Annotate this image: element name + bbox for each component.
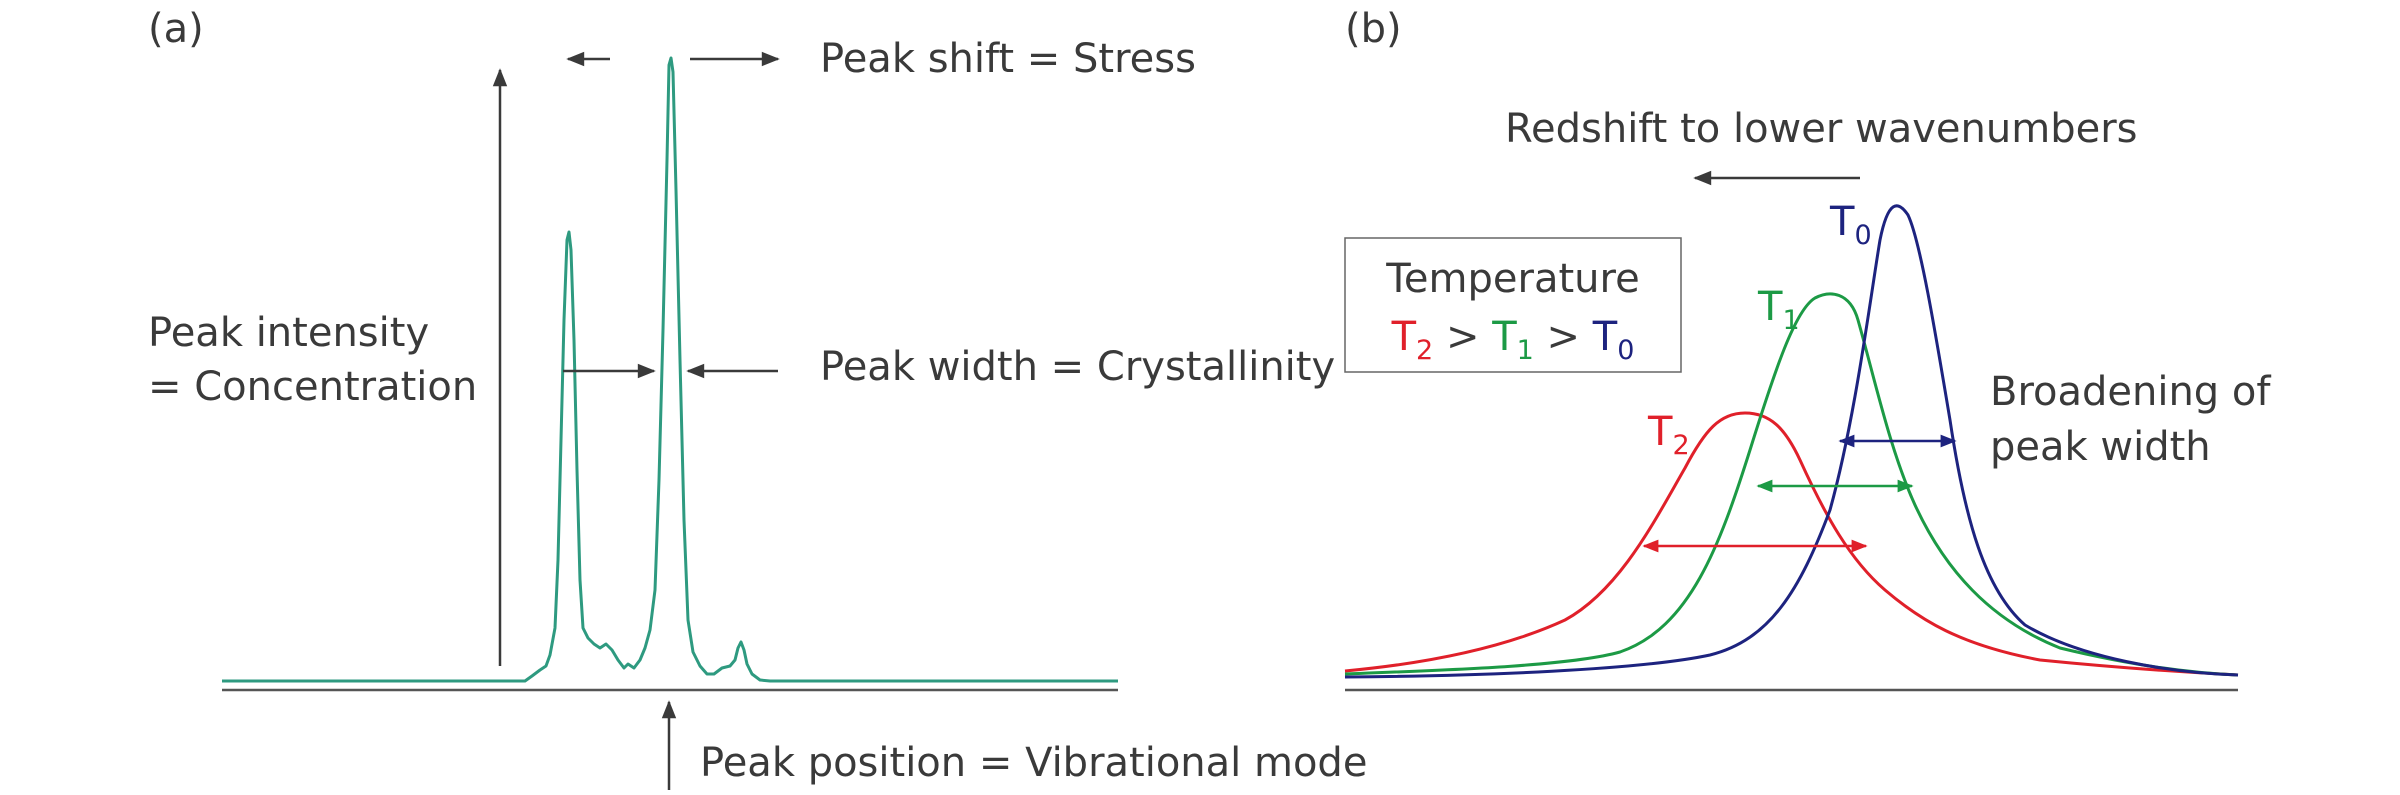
panel-a-spectrum	[222, 56, 1118, 683]
panel-b-tag: (b)	[1345, 6, 1402, 52]
legend-separator: >	[1534, 314, 1593, 360]
redshift-label: Redshift to lower wavenumbers	[1505, 106, 2137, 152]
legend-title: Temperature	[1385, 256, 1639, 302]
curve-t0	[1344, 204, 2239, 679]
legend-separator: >	[1433, 314, 1492, 360]
legend-term-base: T	[1391, 314, 1417, 360]
curve-t2	[1344, 411, 2239, 677]
legend-term-subscript: 1	[1517, 335, 1534, 366]
temperature-legend-box	[1344, 237, 1682, 373]
legend-term-base: T	[1592, 314, 1618, 360]
legend-term-subscript: 0	[1617, 335, 1634, 366]
broadening-label-line1: Broadening of	[1990, 369, 2271, 415]
legend-temperature-order: T2 > T1 > T0	[1391, 314, 1635, 366]
curve-label-t0: T0	[1829, 199, 1872, 251]
legend-term-subscript: 2	[1416, 335, 1433, 366]
legend-term-base: T	[1491, 314, 1517, 360]
peak-width-label: Peak width = Crystallinity	[820, 344, 1335, 390]
broadening-label-line2: peak width	[1990, 424, 2211, 470]
intensity-label-line1: Peak intensity	[148, 310, 429, 356]
panel-a: (a) Peak intensity = Concentration Peak …	[148, 6, 1367, 790]
peak-shift-label: Peak shift = Stress	[820, 36, 1196, 82]
curve-label-t2: T2	[1647, 409, 1690, 461]
panel-b: (b) Redshift to lower wavenumbers Temper…	[1344, 6, 2271, 692]
panel-a-tag: (a)	[148, 6, 204, 52]
intensity-label-line2: = Concentration	[148, 364, 477, 410]
curve-label-t1: T1	[1757, 284, 1800, 336]
curve-t1	[1344, 292, 2239, 677]
peak-position-label: Peak position = Vibrational mode	[700, 740, 1367, 786]
